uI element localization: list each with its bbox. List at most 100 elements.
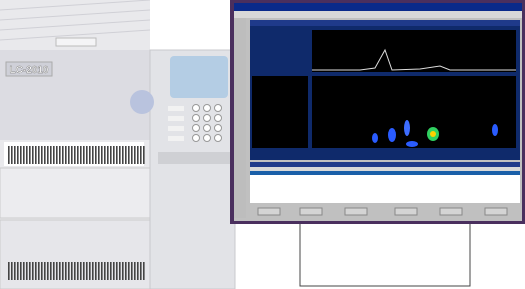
vent-slot [113, 146, 115, 164]
vent-slot [113, 262, 115, 280]
vent-slot [29, 146, 31, 164]
vent-slot [14, 146, 16, 164]
key-label [168, 136, 184, 141]
vent-slot [83, 146, 85, 164]
vent-slot [50, 262, 52, 280]
vent-slot [131, 146, 133, 164]
vent-slot [140, 262, 142, 280]
vent-slot [62, 146, 64, 164]
vent-slot [47, 146, 49, 164]
vent-slot [26, 146, 28, 164]
instrument: LC-2010 [0, 0, 235, 289]
vent-slot [65, 146, 67, 164]
vent-slot [119, 262, 121, 280]
grille [158, 152, 230, 164]
vent-slot [83, 262, 85, 280]
selected-row [250, 171, 520, 175]
title-bar [234, 3, 522, 11]
side-plot [252, 76, 308, 148]
vent-slot [92, 262, 94, 280]
vent-slot [11, 146, 13, 164]
vent-slot [47, 262, 49, 280]
top-plot [312, 30, 516, 72]
vent-slot [68, 146, 70, 164]
vent-slot [56, 262, 58, 280]
vent-slot [26, 262, 28, 280]
vent-slot [134, 146, 136, 164]
vent-slot [104, 262, 106, 280]
knob [130, 90, 154, 114]
key [204, 135, 211, 142]
key [193, 115, 200, 122]
vent-slot [11, 262, 13, 280]
key [204, 125, 211, 132]
key [215, 125, 222, 132]
vent-slot [14, 262, 16, 280]
monitor-stand [300, 222, 470, 286]
vent-slot [17, 146, 19, 164]
vent-slot [71, 262, 73, 280]
key-label [168, 106, 184, 111]
vent-slot [98, 146, 100, 164]
vent-slot [125, 262, 127, 280]
vent-slot [53, 262, 55, 280]
vent-slot [95, 262, 97, 280]
key [204, 115, 211, 122]
vent-slot [128, 146, 130, 164]
vent-slot [23, 146, 25, 164]
vent-slot [8, 262, 10, 280]
vent-slot [62, 262, 64, 280]
key [215, 115, 222, 122]
key [204, 105, 211, 112]
vent-slot [8, 146, 10, 164]
menu-bar [234, 11, 522, 18]
vent-slot [80, 146, 82, 164]
key [193, 125, 200, 132]
toolbar [234, 18, 246, 218]
vent-slot [89, 146, 91, 164]
key-label [168, 116, 184, 121]
vent-slot [41, 262, 43, 280]
vent-slot [80, 262, 82, 280]
vent-slot [98, 262, 100, 280]
vent-slot [77, 262, 79, 280]
vent-slot [110, 146, 112, 164]
vent-slot [119, 146, 121, 164]
vent-slot [17, 262, 19, 280]
vent-slot [38, 146, 40, 164]
vent-slot [86, 262, 88, 280]
key [193, 135, 200, 142]
vent-slot [68, 262, 70, 280]
vent-slot [137, 146, 139, 164]
vent-slot [110, 262, 112, 280]
vent-slot [20, 146, 22, 164]
vent-slot [107, 146, 109, 164]
vent-slot [32, 262, 34, 280]
vent-slot [35, 146, 37, 164]
vent-slot [44, 146, 46, 164]
key-label [168, 126, 184, 131]
vent-slot [89, 262, 91, 280]
vent-slot [41, 146, 43, 164]
vent-slot [65, 262, 67, 280]
vent-slot [92, 146, 94, 164]
vent-slot [122, 262, 124, 280]
vent-slot [74, 146, 76, 164]
vent-slot [122, 146, 124, 164]
vent-slot [125, 146, 127, 164]
scene: LC-2010 [0, 0, 525, 289]
vent-slot [140, 146, 142, 164]
vent-slot [86, 146, 88, 164]
vent-slot [107, 262, 109, 280]
vent-slot [104, 146, 106, 164]
vent-slot [71, 146, 73, 164]
vent-slot [29, 262, 31, 280]
vent-slot [101, 262, 103, 280]
vent-slot [128, 262, 130, 280]
vent-slot [56, 146, 58, 164]
monitor [230, 0, 525, 224]
display [170, 56, 228, 98]
table-header [250, 167, 520, 171]
key [193, 105, 200, 112]
vent-slot [23, 262, 25, 280]
